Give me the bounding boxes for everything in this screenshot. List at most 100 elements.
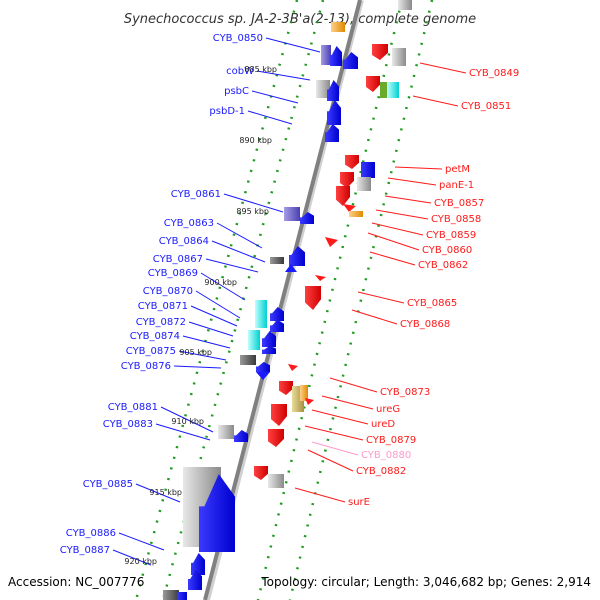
leader-line — [173, 365, 222, 369]
gene-box — [321, 45, 331, 65]
topology-text: Topology: circular; Length: 3,046,682 bp… — [260, 575, 591, 589]
gene-label-reverse[interactable]: CYB_0859 — [426, 230, 476, 241]
gene-box — [218, 425, 234, 439]
gene-box — [300, 385, 308, 401]
gene-box — [268, 474, 284, 488]
gene-label-forward[interactable]: CYB_0885 — [83, 479, 133, 490]
gene-box — [392, 48, 406, 66]
gene-label-forward[interactable]: CYB_0881 — [108, 402, 158, 413]
forward-gene-arrow — [285, 264, 297, 272]
gene-label-reverse[interactable]: ureG — [376, 404, 400, 415]
gene-label-reverse[interactable]: CYB_0882 — [356, 466, 406, 477]
leader-line — [375, 209, 429, 220]
gene-label-reverse[interactable]: CYB_0858 — [431, 214, 481, 225]
reverse-gene-arrow — [345, 155, 359, 169]
forward-gene-arrow — [262, 331, 276, 347]
reverse-gene-arrow — [366, 76, 380, 92]
gene-label-forward[interactable]: CYB_0876 — [121, 361, 171, 372]
leader-line — [178, 350, 227, 361]
gene-label-reverse[interactable]: CYB_0862 — [418, 260, 468, 271]
gene-label-reverse[interactable]: petM — [445, 164, 470, 175]
reverse-gene-arrow — [325, 237, 338, 247]
gene-label-forward[interactable]: CYB_0887 — [60, 545, 110, 556]
gene-label-forward[interactable]: CYB_0864 — [159, 236, 209, 247]
gene-box — [248, 330, 260, 350]
leader-line — [294, 487, 346, 503]
gene-box — [284, 207, 300, 221]
kbp-tick-label: 900 kbp — [204, 278, 237, 287]
leader-line — [200, 272, 246, 301]
gene-label-reverse[interactable]: ureD — [371, 419, 395, 430]
gene-label-reverse[interactable]: CYB_0851 — [461, 101, 511, 112]
gene-label-forward[interactable]: CYB_0875 — [126, 346, 176, 357]
gene-label-forward[interactable]: CYB_0850 — [213, 33, 263, 44]
kbp-tick-label: 885 kbp — [244, 65, 277, 74]
forward-gene-arrow — [325, 124, 339, 142]
kbp-tick-label: 920 kbp — [124, 557, 157, 566]
gene-label-forward[interactable]: CYB_0863 — [164, 218, 214, 229]
kbp-tick-labels: 885 kbp 890 kbp 895 kbp 900 kbp 905 kbp 910 k… — [124, 65, 277, 566]
reverse-gene-arrow — [336, 186, 350, 206]
leader-line — [311, 441, 359, 456]
gene-box — [398, 0, 412, 10]
gene-label-forward[interactable]: CYB_0883 — [103, 419, 153, 430]
forward-gene-arrow — [270, 320, 284, 332]
leader-line — [321, 395, 374, 410]
gene-label-reverse[interactable]: CYB_0868 — [400, 319, 450, 330]
gene-label-forward[interactable]: CYB_0870 — [143, 286, 193, 297]
dotted-track — [288, 0, 434, 600]
reverse-gene-arrow — [271, 404, 287, 426]
gene-label-forward[interactable]: CYB_0867 — [153, 254, 203, 265]
gene-box — [380, 82, 388, 98]
gene-label-forward[interactable]: psbD-1 — [209, 106, 245, 117]
leader-line — [160, 406, 214, 433]
gene-box — [361, 162, 375, 178]
forward-gene-arrow — [262, 346, 276, 354]
gene-label-reverse[interactable]: CYB_0880 — [361, 450, 411, 461]
gene-label-reverse[interactable]: CYB_0879 — [366, 435, 416, 446]
gene-label-reverse[interactable]: CYB_0865 — [407, 298, 457, 309]
gene-label-forward[interactable]: CYB_0869 — [148, 268, 198, 279]
gene-label-reverse[interactable]: CYB_0857 — [434, 198, 484, 209]
leader-line — [205, 258, 259, 273]
gene-box — [177, 592, 187, 600]
kbp-tick-label: 910 kbp — [171, 417, 204, 426]
forward-gene-arrow — [256, 372, 270, 380]
gene-label-forward[interactable]: CYB_0886 — [66, 528, 116, 539]
reverse-gene-arrow — [254, 466, 268, 480]
gene-box — [387, 82, 399, 98]
gene-label-forward[interactable]: cobW — [226, 66, 254, 77]
gene-label-reverse[interactable]: surE — [348, 497, 370, 508]
gene-box — [316, 80, 330, 98]
gene-label-forward[interactable]: psbC — [224, 86, 249, 97]
gene-box — [270, 257, 284, 264]
gene-label-forward[interactable]: CYB_0874 — [130, 331, 180, 342]
gene-label-forward[interactable]: CYB_0861 — [171, 189, 221, 200]
gene-box — [349, 211, 363, 217]
kbp-tick-label: 915 kbp — [149, 488, 182, 497]
leader-line — [329, 377, 378, 393]
leader-line — [195, 290, 241, 319]
gene-label-reverse[interactable]: CYB_0849 — [469, 68, 519, 79]
leader-line — [112, 549, 152, 566]
forward-gene-arrow — [327, 100, 341, 125]
leader-line — [304, 425, 364, 441]
gene-label-reverse[interactable]: CYB_0873 — [380, 387, 430, 398]
gene-label-forward[interactable]: CYB_0871 — [138, 301, 188, 312]
forward-gene-arrow — [289, 246, 305, 266]
dotted-track — [134, 0, 299, 600]
gene-label-reverse[interactable]: CYB_0860 — [422, 245, 472, 256]
kbp-tick-label: 890 kbp — [239, 136, 272, 145]
gene-box — [331, 22, 345, 32]
gene-label-reverse[interactable]: panE-1 — [439, 180, 474, 191]
leader-line — [182, 335, 231, 349]
gene-label-forward[interactable]: CYB_0872 — [136, 317, 186, 328]
gene-features — [163, 0, 412, 600]
reverse-gene-arrow — [315, 275, 326, 281]
leader-line — [419, 62, 467, 74]
leader-line — [311, 409, 369, 425]
kbp-tick-label: 895 kbp — [236, 207, 269, 216]
gene-box — [240, 355, 256, 365]
leader-line — [135, 483, 181, 503]
leader-line — [216, 222, 263, 249]
